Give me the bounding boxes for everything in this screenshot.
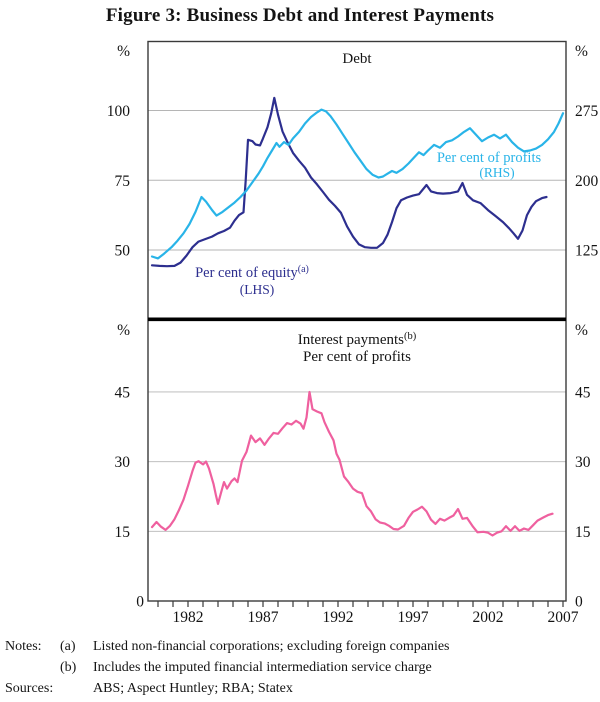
figure-title: Figure 3: Business Debt and Interest Pay… xyxy=(105,5,495,26)
bottom-left-tick-label-0: 0 xyxy=(136,594,144,611)
bottom-left-tick-label-15: 15 xyxy=(115,524,131,541)
interest-payments-line xyxy=(150,390,554,537)
x-tick-label-1987: 1987 xyxy=(248,609,279,626)
bottom-panel-title: Interest payments(b) xyxy=(298,331,417,348)
top-left-tick-label-100: 100 xyxy=(107,103,131,120)
top-left-percent-label: % xyxy=(117,43,130,60)
chart-frame xyxy=(147,40,567,602)
bottom-right-percent-label: % xyxy=(575,322,588,339)
note-a-text: Listed non-financial corporations; exclu… xyxy=(93,639,450,654)
top-right-tick-label-275: 275 xyxy=(575,103,599,120)
equity-line xyxy=(150,96,548,268)
bottom-right-tick-label-0: 0 xyxy=(575,594,583,611)
bottom-right-tick-label-45: 45 xyxy=(575,384,591,401)
equity-axis-label: (LHS) xyxy=(240,282,275,297)
top-panel-title: Debt xyxy=(342,51,372,67)
x-tick-label-1992: 1992 xyxy=(323,609,354,626)
bottom-left-tick-label-30: 30 xyxy=(115,454,131,471)
profits-series-label: Per cent of profits xyxy=(437,150,542,166)
top-right-tick-label-125: 125 xyxy=(575,243,599,260)
top-right-percent-label: % xyxy=(575,43,588,60)
note-a-marker: (a) xyxy=(60,639,76,654)
x-tick-label-2002: 2002 xyxy=(473,609,504,626)
top-right-tick-label-200: 200 xyxy=(575,173,599,190)
top-left-tick-label-75: 75 xyxy=(115,173,131,190)
sources-text: ABS; Aspect Huntley; RBA; Statex xyxy=(93,681,293,696)
notes-label: Notes: xyxy=(5,639,42,654)
profits-axis-label: (RHS) xyxy=(479,165,514,180)
profits-line xyxy=(150,108,565,260)
debt-interest-chart: 1982 1987 1992 1997 2002 2007% % 50 75 100 125 200 2… xyxy=(107,40,599,626)
top-left-tick-label-50: 50 xyxy=(115,243,131,260)
bottom-right-tick-label-15: 15 xyxy=(575,524,591,541)
x-tick-label-1997: 1997 xyxy=(398,609,429,626)
x-tick-label-1982: 1982 xyxy=(173,609,204,626)
x-tick-label-2007: 2007 xyxy=(548,609,579,626)
equity-series-label: Per cent of equity(a) xyxy=(195,264,309,281)
sources-label: Sources: xyxy=(5,681,54,696)
bottom-left-percent-label: % xyxy=(117,322,130,339)
bottom-right-tick-label-30: 30 xyxy=(575,454,591,471)
note-b-text: Includes the imputed financial intermedi… xyxy=(93,660,432,675)
note-b-marker: (b) xyxy=(60,660,77,675)
bottom-left-tick-label-45: 45 xyxy=(115,384,131,401)
bottom-panel-subtitle: Per cent of profits xyxy=(303,349,411,365)
